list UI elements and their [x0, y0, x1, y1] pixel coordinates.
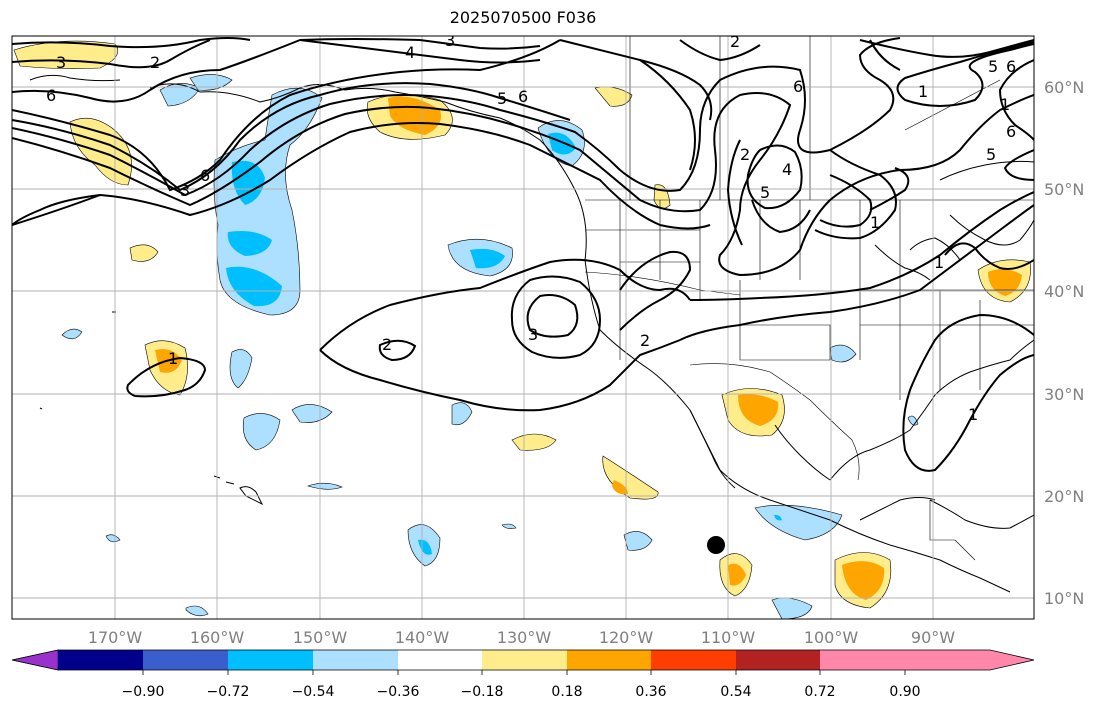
colorbar-low-extension	[11, 649, 59, 671]
colorbar-outline	[11, 649, 1035, 671]
lon-label: 160°W	[190, 628, 245, 647]
graticule	[12, 36, 1034, 619]
contour-labels: 3 2 6 3 6 4 3 2 5 6 6 1 5 6 2 4 5 6 5 1	[46, 31, 1016, 424]
contour-label: 3	[56, 53, 66, 72]
contour-label: 5	[760, 183, 770, 202]
lon-label: 90°W	[911, 628, 955, 647]
contour-label: 6	[1006, 122, 1016, 141]
contour-label: 3	[180, 181, 190, 200]
colorbar-segment	[313, 650, 398, 670]
lon-label: 170°W	[88, 628, 143, 647]
negative-anomaly-shading	[61, 74, 919, 619]
colorbar-segment	[482, 650, 567, 670]
contour-label: 1	[918, 82, 928, 101]
contour-label: 2	[740, 145, 750, 164]
lat-label: 40°N	[1044, 282, 1084, 301]
contour-label: 3	[528, 325, 538, 344]
colorbar-tick-label: −0.18	[461, 684, 504, 700]
lat-label: 50°N	[1044, 180, 1084, 199]
map-frame	[11, 35, 1035, 620]
contour-label: 6	[518, 87, 528, 106]
lon-label: 100°W	[804, 628, 859, 647]
contour-label: 1	[870, 213, 880, 232]
colorbar-tick-label: 0.90	[889, 684, 920, 700]
contour-label: 1	[934, 253, 944, 272]
colorbar-tick-label: 0.36	[635, 684, 666, 700]
contour-label: 5	[497, 89, 507, 108]
colorbar-segment	[58, 650, 143, 670]
lon-label: 120°W	[599, 628, 654, 647]
colorbar-segment	[651, 650, 736, 670]
colorbar-tick-label: 0.18	[551, 684, 582, 700]
colorbar-segment	[228, 650, 313, 670]
colorbar-tick-label: −0.72	[207, 684, 250, 700]
contour-label: 2	[382, 335, 392, 354]
colorbar-tick-label: −0.36	[377, 684, 420, 700]
location-marker	[707, 536, 725, 554]
coastlines	[29, 74, 1034, 593]
latitude-axis: 60°N 50°N 40°N 30°N 20°N 10°N	[1044, 78, 1084, 608]
lon-label: 140°W	[395, 628, 450, 647]
colorbar-tick-label: −0.90	[122, 684, 165, 700]
map-background	[12, 36, 1034, 619]
colorbar-tick-label: 0.54	[720, 684, 751, 700]
contour-label: 1	[168, 349, 178, 368]
contour-label: 2	[640, 331, 650, 350]
colorbar-segment	[736, 650, 820, 670]
contour-label: 5	[986, 145, 996, 164]
colorbar-labels: −0.90 −0.72 −0.54 −0.36 −0.18 0.18 0.36 …	[122, 684, 921, 700]
colorbar-segment	[820, 650, 905, 670]
colorbar-tick-label: −0.54	[292, 684, 335, 700]
lat-label: 20°N	[1044, 487, 1084, 506]
contour-label: 2	[150, 53, 160, 72]
map-title: 2025070500 F036	[449, 8, 597, 27]
colorbar-ticks	[142, 670, 906, 675]
lon-label: 130°W	[497, 628, 552, 647]
contour-label: 2	[730, 32, 740, 51]
contour-label: 6	[46, 86, 56, 105]
lat-label: 10°N	[1044, 589, 1084, 608]
contour-label: 1	[1000, 95, 1010, 114]
lon-label: 150°W	[293, 628, 348, 647]
colorbar-tick-label: 0.72	[804, 684, 835, 700]
contour-label: 1	[968, 405, 978, 424]
contour-label: 6	[200, 166, 210, 185]
lat-label: 30°N	[1044, 385, 1084, 404]
colorbar-segment	[567, 650, 651, 670]
positive-anomaly-shading	[13, 40, 1031, 609]
colorbar-high-segment	[905, 650, 1034, 670]
lon-label: 110°W	[701, 628, 756, 647]
contour-label: 3	[445, 31, 455, 50]
colorbar: −0.90 −0.72 −0.54 −0.36 −0.18 0.18 0.36 …	[11, 649, 1035, 700]
height-contours	[12, 37, 1034, 472]
contour-label: 6	[793, 77, 803, 96]
contour-label: 5	[988, 57, 998, 76]
contour-label: 4	[782, 160, 792, 179]
lat-label: 60°N	[1044, 78, 1084, 97]
contour-label: 6	[1006, 57, 1016, 76]
colorbar-segment	[398, 650, 482, 670]
colorbar-segment	[143, 650, 228, 670]
contour-label: 4	[405, 43, 415, 62]
longitude-axis: 170°W 160°W 150°W 140°W 130°W 120°W 110°…	[88, 628, 955, 647]
